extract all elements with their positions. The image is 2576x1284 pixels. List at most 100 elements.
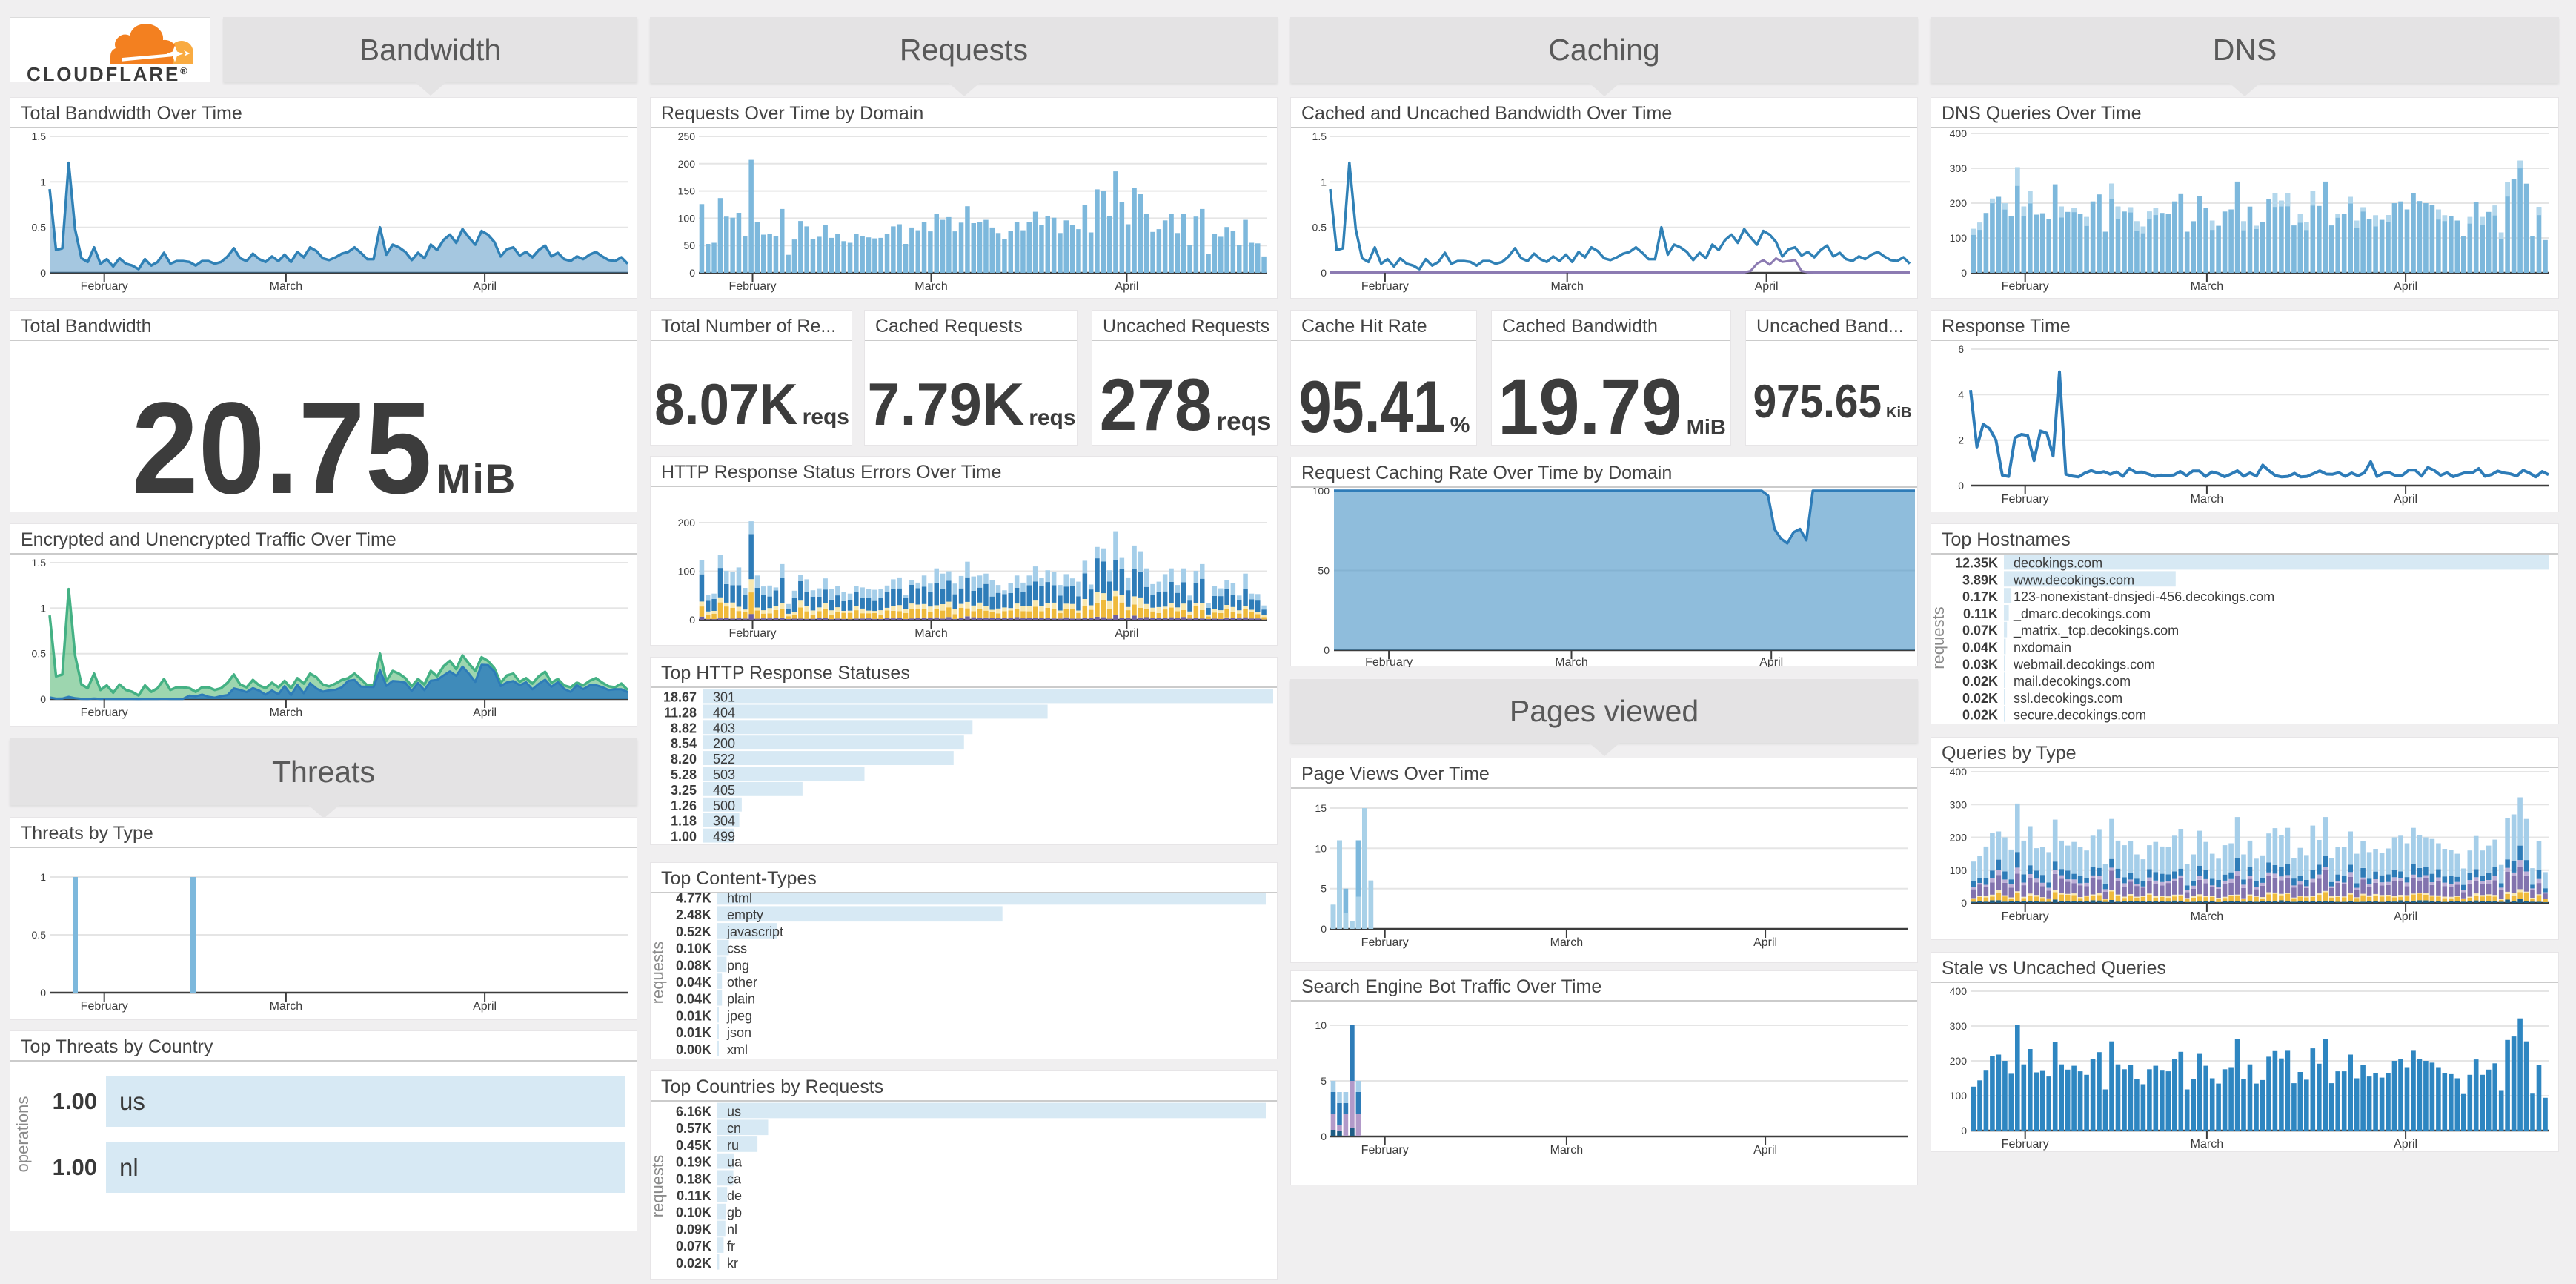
svg-text:300: 300 <box>1950 162 1968 174</box>
svg-text:5: 5 <box>1321 1075 1327 1087</box>
svg-text:18.67: 18.67 <box>663 690 697 705</box>
svg-text:April: April <box>1759 656 1783 667</box>
svg-text:278: 278 <box>1100 365 1212 446</box>
svg-text:8.54: 8.54 <box>671 736 697 751</box>
svg-text:nl: nl <box>119 1154 139 1181</box>
svg-text:4: 4 <box>1958 388 1964 400</box>
svg-text:1: 1 <box>40 602 46 614</box>
svg-text:400: 400 <box>1950 128 1968 139</box>
svg-text:250: 250 <box>678 130 696 142</box>
svg-text:requests: requests <box>1931 606 1948 669</box>
svg-text:fr: fr <box>727 1239 735 1254</box>
svg-text:%: % <box>1450 413 1470 437</box>
svg-text:11.28: 11.28 <box>664 705 697 720</box>
svg-text:0: 0 <box>40 987 46 999</box>
svg-text:0.17K: 0.17K <box>1962 589 1998 604</box>
svg-text:404: 404 <box>713 705 735 720</box>
svg-text:100: 100 <box>678 566 696 578</box>
svg-text:February: February <box>2002 493 2049 506</box>
svg-text:ca: ca <box>727 1171 742 1186</box>
svg-text:0.02K: 0.02K <box>1962 674 1998 689</box>
svg-text:503: 503 <box>713 767 735 782</box>
svg-text:0.04K: 0.04K <box>676 992 711 1007</box>
svg-text:gb: gb <box>727 1205 742 1220</box>
svg-text:March: March <box>914 280 947 293</box>
svg-text:123-nonexistant-dnsjedi-456.de: 123-nonexistant-dnsjedi-456.decokings.co… <box>2014 589 2274 604</box>
svg-text:3.89K: 3.89K <box>1962 572 1998 587</box>
svg-text:json: json <box>726 1025 751 1040</box>
svg-text:March: March <box>1550 936 1583 949</box>
svg-text:100: 100 <box>1950 864 1968 876</box>
svg-text:March: March <box>1550 280 1583 293</box>
svg-text:February: February <box>1361 1144 1409 1156</box>
svg-text:April: April <box>1115 280 1138 293</box>
svg-text:March: March <box>1555 656 1587 667</box>
svg-text:50: 50 <box>683 239 695 251</box>
svg-text:plain: plain <box>727 992 755 1007</box>
svg-text:www.decokings.com: www.decokings.com <box>2013 572 2134 587</box>
svg-text:February: February <box>81 706 128 719</box>
svg-text:jpeg: jpeg <box>726 1008 752 1023</box>
svg-text:April: April <box>1115 627 1138 640</box>
svg-text:March: March <box>270 1000 302 1013</box>
svg-text:0.5: 0.5 <box>32 222 47 234</box>
svg-text:empty: empty <box>727 907 763 922</box>
svg-text:1: 1 <box>40 871 46 883</box>
svg-text:8.82: 8.82 <box>671 721 697 735</box>
svg-text:ru: ru <box>727 1138 739 1153</box>
svg-text:2.48K: 2.48K <box>676 907 711 922</box>
svg-text:1.5: 1.5 <box>32 130 47 142</box>
svg-text:February: February <box>728 280 776 293</box>
svg-text:0.57K: 0.57K <box>676 1121 711 1136</box>
svg-text:mail.decokings.com: mail.decokings.com <box>2014 674 2131 689</box>
svg-text:css: css <box>727 942 747 956</box>
svg-text:5.28: 5.28 <box>671 767 697 782</box>
svg-text:12.35K: 12.35K <box>1955 556 1998 571</box>
svg-text:cn: cn <box>727 1121 741 1136</box>
svg-text:javascript: javascript <box>726 924 783 939</box>
svg-text:499: 499 <box>713 830 735 844</box>
svg-text:1.00: 1.00 <box>53 1154 97 1180</box>
svg-text:150: 150 <box>678 185 696 197</box>
svg-text:0.01K: 0.01K <box>676 1008 711 1023</box>
svg-text:0: 0 <box>1961 267 1967 279</box>
svg-text:0.04K: 0.04K <box>676 975 711 990</box>
svg-text:0: 0 <box>1321 923 1327 935</box>
svg-text:decokings.com: decokings.com <box>2014 556 2102 571</box>
svg-text:100: 100 <box>1950 232 1968 244</box>
svg-text:MiB: MiB <box>436 455 517 502</box>
svg-text:0: 0 <box>689 267 695 279</box>
svg-text:8.07K: 8.07K <box>654 372 798 437</box>
svg-text:100: 100 <box>678 212 696 224</box>
svg-text:0.11K: 0.11K <box>1963 606 1998 621</box>
svg-text:_dmarc.decokings.com: _dmarc.decokings.com <box>2013 606 2151 622</box>
svg-text:100: 100 <box>1950 1090 1968 1102</box>
svg-text:MiB: MiB <box>1687 416 1726 440</box>
svg-text:0.11K: 0.11K <box>677 1188 711 1203</box>
svg-text:us: us <box>119 1088 145 1115</box>
svg-text:400: 400 <box>1950 766 1968 778</box>
svg-text:0.02K: 0.02K <box>676 1256 711 1271</box>
svg-text:0: 0 <box>1321 1131 1327 1142</box>
svg-text:February: February <box>81 1000 128 1013</box>
svg-text:April: April <box>473 1000 497 1013</box>
svg-text:0.07K: 0.07K <box>676 1239 711 1254</box>
svg-text:500: 500 <box>713 798 735 813</box>
svg-text:6.16K: 6.16K <box>676 1105 711 1119</box>
svg-text:5: 5 <box>1321 883 1327 895</box>
svg-text:April: April <box>2394 493 2417 506</box>
svg-text:6: 6 <box>1958 343 1964 355</box>
svg-text:975.65: 975.65 <box>1753 375 1882 427</box>
svg-text:1.5: 1.5 <box>32 557 47 569</box>
svg-text:405: 405 <box>713 783 735 798</box>
svg-text:304: 304 <box>713 814 735 829</box>
svg-text:1: 1 <box>1321 176 1327 188</box>
svg-text:requests: requests <box>651 1155 667 1217</box>
svg-text:0.19K: 0.19K <box>676 1155 711 1170</box>
svg-text:4.77K: 4.77K <box>676 891 711 906</box>
svg-text:reqs: reqs <box>1217 407 1272 436</box>
svg-text:February: February <box>1365 656 1413 667</box>
svg-text:400: 400 <box>1950 985 1968 997</box>
svg-text:200: 200 <box>678 158 696 170</box>
svg-text:7.79K: 7.79K <box>867 370 1024 437</box>
